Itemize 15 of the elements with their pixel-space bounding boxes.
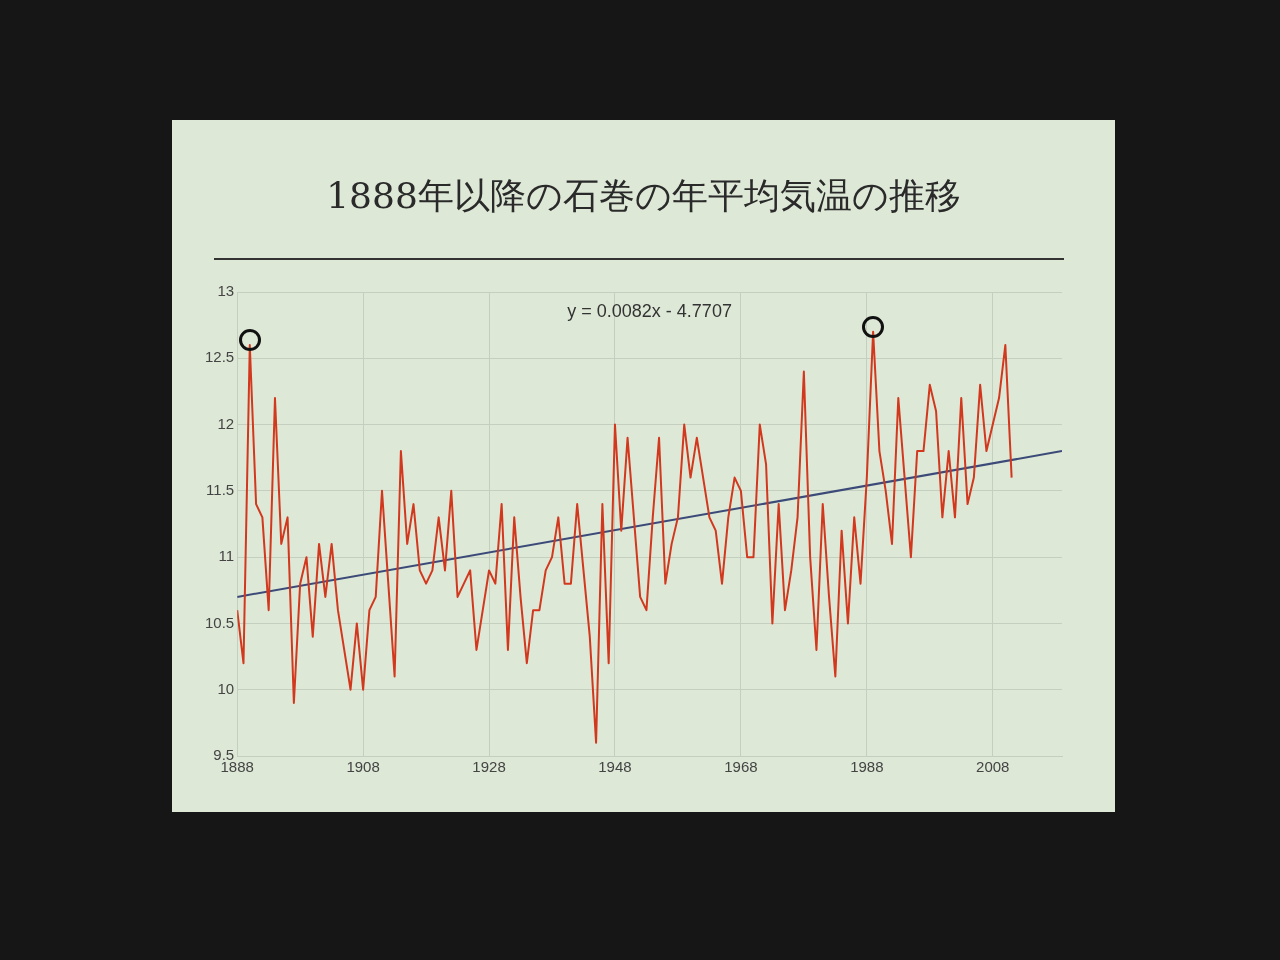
y-tick-label: 12 <box>217 414 235 432</box>
annotation: y = 0.0082x - 4.7707 <box>567 300 732 321</box>
x-tick-label: 1908 <box>346 758 380 776</box>
chart-title: 1888年以降の石巻の年平均気温の推移 <box>325 174 962 218</box>
y-tick-label: 10.5 <box>204 613 235 631</box>
x-tick-label: 1968 <box>724 758 758 776</box>
x-tick-label: 1928 <box>472 758 506 776</box>
y-tick-label: 10 <box>217 679 235 697</box>
y-tick-label: 13 <box>217 282 235 300</box>
y-tick-label: 12.5 <box>204 348 235 366</box>
x-tick-label: 1948 <box>598 758 632 776</box>
y-tick-label: 11.5 <box>206 481 235 498</box>
y-tick-label: 11 <box>218 547 235 565</box>
x-tick-label: 1988 <box>850 758 884 776</box>
x-tick-label: 2008 <box>976 758 1010 776</box>
